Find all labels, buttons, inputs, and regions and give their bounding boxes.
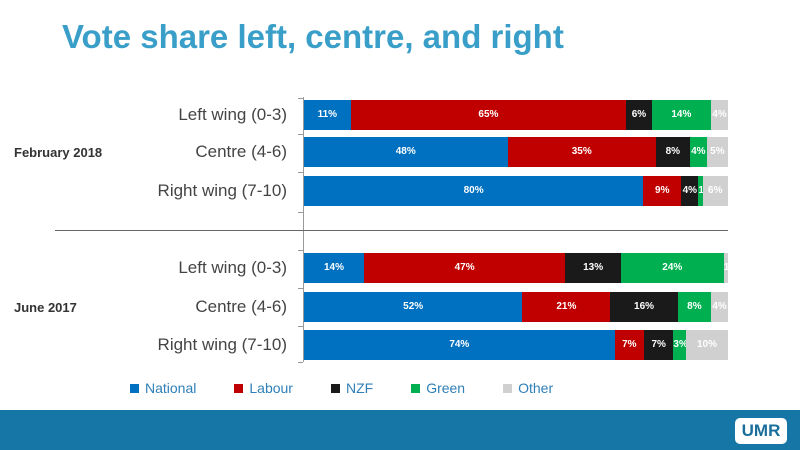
- bar-segment-nzf: 7%: [644, 330, 674, 360]
- bar-segment-labour: 35%: [507, 137, 656, 167]
- legend-item: Green: [411, 380, 465, 396]
- legend-label: Other: [518, 380, 554, 396]
- bar-segment-nzf: 4%: [681, 176, 699, 206]
- umr-logo: UMR: [735, 418, 787, 444]
- bar-segment-green: 24%: [620, 253, 724, 283]
- axis-tick: [298, 326, 303, 327]
- bar-segment-green: 4%: [689, 137, 707, 167]
- bar-segment-national: 74%: [304, 330, 615, 360]
- bar-segment-labour: 21%: [522, 292, 611, 322]
- bar-segment-nzf: 6%: [626, 100, 652, 130]
- group-label: June 2017: [14, 300, 77, 315]
- axis-tick: [298, 250, 303, 251]
- legend-item: National: [130, 380, 196, 396]
- legend-item: NZF: [330, 380, 374, 396]
- bar-segment-national: 14%: [304, 253, 364, 283]
- bar-segment-nzf: 13%: [565, 253, 621, 283]
- bar-segment-green: 8%: [677, 292, 712, 322]
- legend-swatch: [411, 383, 421, 393]
- legend-label: Green: [426, 380, 466, 396]
- bar-segment-other: 1%: [723, 253, 728, 283]
- bar-segment-labour: 47%: [363, 253, 566, 283]
- bar-segment-nzf: 8%: [655, 137, 690, 167]
- axis-tick: [298, 288, 303, 289]
- footer-band: [0, 410, 800, 450]
- category-label: Right wing (7-10): [157, 335, 287, 354]
- page-title: Vote share left, centre, and right: [62, 18, 564, 55]
- category-axis: [303, 97, 304, 362]
- legend-label: NZF: [345, 380, 374, 396]
- bar-segment-green: 1%: [698, 176, 703, 206]
- category-label: Centre (4-6): [195, 142, 287, 161]
- legend-item: Labour: [234, 380, 293, 396]
- bar-segment-other: 6%: [702, 176, 728, 206]
- bar-segment-other: 4%: [711, 100, 728, 130]
- bar-segment-other: 10%: [686, 330, 728, 360]
- axis-tick: [298, 362, 303, 363]
- bar-segment-national: 52%: [304, 292, 523, 322]
- legend-swatch: [234, 383, 244, 393]
- group-label: February 2018: [14, 145, 103, 160]
- bar-segment-labour: 7%: [614, 330, 645, 360]
- category-label: Left wing (0-3): [178, 105, 287, 124]
- legend-item: Other: [503, 380, 553, 396]
- bar-segment-labour: 9%: [643, 176, 682, 206]
- legend-swatch: [330, 383, 340, 393]
- axis-tick: [298, 212, 303, 213]
- category-label: Left wing (0-3): [178, 258, 287, 277]
- axis-tick: [298, 98, 303, 99]
- axis-tick: [298, 134, 303, 135]
- category-label: Right wing (7-10): [157, 181, 287, 200]
- legend-label: Labour: [249, 380, 293, 396]
- category-label: Centre (4-6): [195, 297, 287, 316]
- legend-swatch: [130, 383, 139, 393]
- bar-segment-green: 14%: [651, 100, 712, 130]
- bar-segment-other: 5%: [706, 137, 728, 167]
- bar-segment-national: 48%: [304, 137, 508, 167]
- legend-swatch: [503, 383, 513, 393]
- bar-segment-national: 80%: [304, 176, 644, 206]
- legend: National Labour NZF Green Other: [130, 380, 591, 396]
- legend-label: National: [145, 380, 197, 396]
- group-divider: [55, 230, 728, 231]
- bar-segment-green: 3%: [673, 330, 687, 360]
- axis-tick: [298, 172, 303, 173]
- bar-segment-nzf: 16%: [610, 292, 678, 322]
- bar-segment-other: 4%: [711, 292, 728, 322]
- bar-segment-labour: 65%: [350, 100, 627, 130]
- bar-segment-national: 11%: [304, 100, 351, 130]
